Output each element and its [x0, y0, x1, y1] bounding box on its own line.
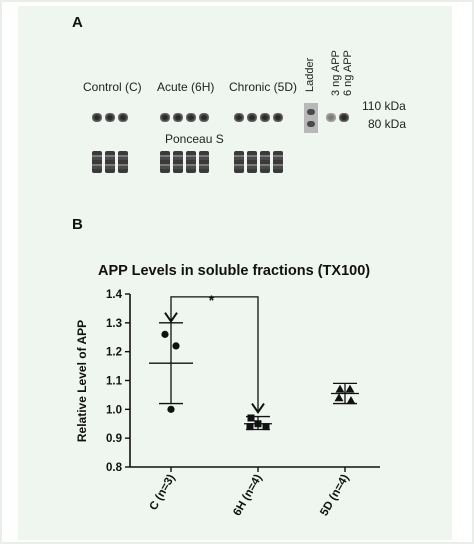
y-tick-label: 1.3 [106, 318, 122, 330]
data-point [246, 423, 254, 431]
ponceau-lane [105, 151, 115, 173]
ponceau-bands-chronic [234, 151, 283, 173]
data-point [335, 384, 345, 393]
data-point [254, 420, 262, 428]
app-bands-chronic [234, 113, 283, 122]
y-tick-label: 1.1 [106, 376, 123, 388]
x-tick-label: 5D (n=4) [318, 472, 351, 518]
band [234, 113, 244, 122]
ponceau-lane [186, 151, 196, 173]
arrowhead-6h [251, 402, 265, 414]
x-tick-label: 6H (n=4) [231, 472, 264, 518]
band [173, 113, 183, 122]
data-point [167, 405, 175, 413]
mw-label-110: 110 kDa [362, 99, 406, 113]
arrowhead-c [164, 312, 178, 324]
band [160, 113, 170, 122]
band-3ng [326, 113, 336, 122]
y-tick-label: 0.8 [106, 462, 123, 474]
ponceau-lane [260, 151, 270, 173]
blot-group-label-control: Control (C) [83, 80, 142, 94]
blot-group-label-chronic: Chronic (5D) [229, 80, 298, 94]
data-point [172, 342, 180, 350]
y-tick-label: 1.0 [106, 404, 122, 416]
ladder-band [307, 121, 315, 127]
ponceau-bands-acute [160, 151, 209, 173]
band [105, 113, 115, 122]
data-point [262, 423, 270, 431]
data-point [345, 384, 355, 393]
ponceau-lane [199, 151, 209, 173]
ladder-band [307, 109, 315, 115]
band [186, 113, 196, 122]
y-tick-label: 1.2 [106, 347, 122, 359]
significance-bracket [170, 296, 259, 413]
figure-background [18, 6, 452, 540]
data-point [334, 393, 344, 402]
ponceau-label: Ponceau S [165, 132, 224, 146]
y-tick-label: 1.4 [106, 289, 123, 301]
panel-b-label: B [72, 216, 83, 233]
data-point [247, 414, 255, 422]
band [199, 113, 209, 122]
band [260, 113, 270, 122]
y-tick-label: 0.9 [106, 433, 122, 445]
ponceau-bands-control [92, 151, 128, 173]
ponceau-lane [160, 151, 170, 173]
y-axis-label: Relative Level of APP [75, 320, 89, 442]
ponceau-lane [234, 151, 244, 173]
ponceau-lane [92, 151, 102, 173]
ponceau-lane [118, 151, 128, 173]
panel-a-label: A [72, 14, 83, 31]
ladder-lane [304, 103, 318, 133]
significance-star: * [209, 292, 215, 308]
mw-label-80: 80 kDa [368, 117, 407, 131]
chart-marks: * [149, 292, 359, 431]
chart-title: APP Levels in soluble fractions (TX100) [98, 263, 370, 279]
ponceau-lane [173, 151, 183, 173]
app-bands-control [92, 113, 128, 122]
data-point [161, 330, 169, 338]
band-6ng [339, 113, 349, 122]
app-bands-acute [160, 113, 209, 122]
ponceau-lane [247, 151, 257, 173]
ponceau-lane [273, 151, 283, 173]
blot-group-label-acute: Acute (6H) [157, 80, 215, 94]
band [247, 113, 257, 122]
band [118, 113, 128, 122]
band [273, 113, 283, 122]
x-tick-label: C (n=3) [148, 472, 178, 512]
data-point [346, 396, 356, 405]
band [92, 113, 102, 122]
app-standard-bands [326, 113, 349, 122]
